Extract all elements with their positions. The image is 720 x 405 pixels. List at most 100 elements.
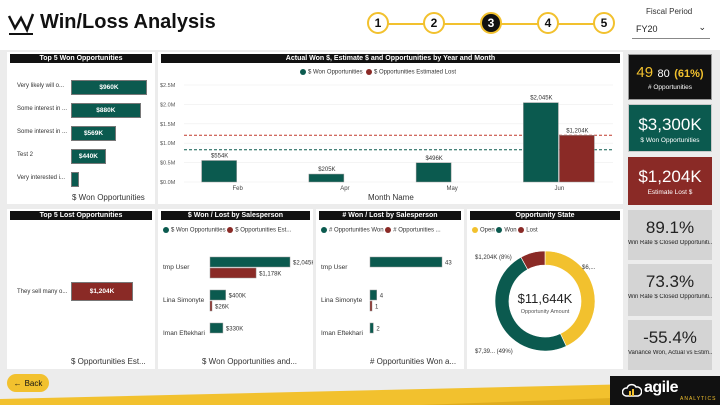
kpi-won-count: 49 [636,64,654,81]
won-bar[interactable]: $880K [71,103,141,118]
won-bar[interactable]: $960K [71,80,147,95]
chart-bar [201,160,237,183]
won-bar-value: $440K [78,153,98,160]
step-connector [388,23,424,25]
step-3-button[interactable]: 3 [480,12,502,34]
brand-logo: agile ANALYTICS [610,376,720,405]
y-tick-label: $2.0M [160,102,176,108]
y-tick-label: $2.5M [160,83,176,89]
kpi-label: # Opportunities [647,84,693,91]
legend-label: $ Opportunities Est... [235,227,292,234]
won-bar-value: $569K [83,130,104,137]
fiscal-period-label: Fiscal Period [646,7,693,16]
data-label: $26K [215,305,229,311]
legend-label: Lost [526,227,538,234]
legend-dot [227,227,234,233]
chart-bar [369,256,443,268]
fiscal-period-select[interactable]: FY20 ⌄ [632,21,710,39]
legend-label: $ Won Opportunities [308,69,363,76]
lost-bar[interactable]: $1,204K [71,282,133,301]
step-1-button[interactable]: 1 [367,12,389,34]
kpi-value: $1,204K [638,167,702,186]
category-label: Iman Eftekhari [321,330,363,337]
legend-dot [300,69,306,75]
legend-dot [496,227,503,233]
won-row-label: Very likely will o... [17,83,65,89]
kpi-closed-card: 73.3% Win Rate $ Closed Opportuniti... [628,264,712,316]
lost-bar-value: $1,204K [89,288,115,295]
category-label: Iman Eftekhari [163,330,205,337]
x-tick-label: May [446,186,457,192]
data-label: 43 [445,261,452,267]
dollar-salesperson-chart: tmp User $2,045K $1,178K Lina Simonyte $400K… [163,256,313,337]
won-row-label: Some interest in ... [17,106,68,112]
kpi-variance-card: -55.4% Variance Won, Actual vs Estim... [628,320,712,370]
axis-title: $ Won Opportunities [72,193,145,202]
panel-title: Opportunity State [470,211,620,220]
y-tick-label: $0.0M [160,180,176,186]
step-5-button[interactable]: 5 [593,12,615,34]
lost-row-label: They sell many o... [17,289,68,295]
kpi-opportunities-card: 49 80 (61%) # Opportunities [628,54,712,100]
brand-tagline: ANALYTICS [680,396,717,402]
step-4-button[interactable]: 4 [537,12,559,34]
legend-dot [163,227,169,233]
chart-legend: # Opportunities Won # Opportunities ... [321,227,441,234]
fiscal-period-value: FY20 [636,24,658,34]
slice-label: $1,204K (8%) [475,255,512,261]
x-tick-label: Apr [340,186,349,192]
won-bar[interactable]: $569K [71,126,117,141]
kpi-label: $ Won Opportunities [640,137,700,144]
monthly-chart-panel: Actual Won $, Estimate $ and Opportuniti… [158,52,623,204]
data-label: $1,204K [566,128,588,134]
step-2-button[interactable]: 2 [423,12,445,34]
chart-bar [369,300,373,312]
chart-legend: $ Won Opportunities $ Opportunities Esti… [300,69,456,76]
page-title: Win/Loss Analysis [40,11,216,33]
won-row-label: Some interest in ... [17,129,68,135]
kpi-win-pct: (61%) [674,68,704,80]
step-connector [501,23,538,25]
data-label: $205K [318,167,335,173]
step-connector [444,23,481,25]
kpi-label: Estimate Lost $ [647,189,693,196]
kpi-label: Win Rate $ Closed Opportuniti... [628,240,712,246]
chart-bar [308,173,345,183]
data-label: $554K [211,154,228,160]
data-label: 2 [376,327,380,333]
won-row-label: Test 2 [17,152,34,158]
legend-label: $ Opportunities Estimated Lost [373,69,456,76]
panel-title: Top 5 Lost Opportunities [10,211,152,220]
donut-slice [520,250,546,270]
won-bar-value: $960K [99,84,119,91]
legend-label: # Opportunities ... [393,227,441,234]
axis-title: # Opportunities Won a... [370,357,457,366]
legend-dot [385,227,392,233]
y-tick-label: $1.0M [160,141,176,147]
kpi-label: Variance Won, Actual vs Estim... [628,350,712,356]
chart-bar [209,289,226,301]
x-axis-title: Month Name [368,193,414,202]
back-button[interactable]: ← Back [7,374,49,392]
cloud-icon [622,383,642,397]
back-arrow-icon: ← [13,378,22,388]
panel-title: Actual Won $, Estimate $ and Opportuniti… [161,54,620,63]
step-connector [558,23,594,25]
panel-title: $ Won / Lost by Salesperson [161,211,310,220]
count-salesperson-panel: # Won / Lost by Salesperson # Opportunit… [316,209,464,369]
donut-center-label: Opportunity Amount [521,309,570,315]
data-label: $1,178K [259,272,281,278]
top5-won-panel: Top 5 Won Opportunities Very likely will… [7,52,155,204]
chart-bar [209,256,291,268]
panel-title: Top 5 Won Opportunities [10,54,152,63]
won-row-label: Very interested i... [17,175,66,181]
dollar-salesperson-panel: $ Won / Lost by Salesperson $ Won Opport… [158,209,313,369]
kpi-total-count: 80 [657,68,670,80]
legend-dot [518,227,525,233]
legend-dot [365,69,372,75]
won-bar[interactable]: $440K [71,149,106,164]
won-bar[interactable] [71,172,79,187]
slice-label: $7,39... (49%) [475,349,513,355]
legend-label: Open [480,227,495,234]
data-label: $400K [229,294,246,300]
